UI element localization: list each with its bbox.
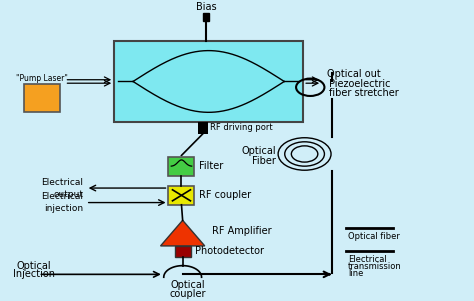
Text: Fiber: Fiber bbox=[252, 156, 276, 166]
Text: RF driving port: RF driving port bbox=[210, 123, 273, 132]
Text: RF Amplifier: RF Amplifier bbox=[212, 226, 272, 236]
Text: Photodetector: Photodetector bbox=[195, 247, 264, 256]
Bar bbox=[168, 186, 194, 205]
Text: Piezoelectric: Piezoelectric bbox=[329, 79, 391, 89]
Text: Optical out: Optical out bbox=[327, 69, 381, 79]
Polygon shape bbox=[161, 220, 205, 246]
Text: Optical: Optical bbox=[242, 146, 276, 156]
Bar bbox=[198, 122, 208, 134]
Text: RF coupler: RF coupler bbox=[199, 190, 251, 200]
Text: output: output bbox=[54, 190, 83, 199]
Text: injection: injection bbox=[44, 204, 83, 213]
Text: Injection: Injection bbox=[13, 269, 55, 279]
Text: Filter: Filter bbox=[199, 161, 223, 171]
Text: Optical: Optical bbox=[170, 280, 205, 290]
Text: coupler: coupler bbox=[169, 289, 206, 299]
Text: line: line bbox=[348, 269, 364, 278]
Text: Electrical: Electrical bbox=[41, 178, 83, 187]
Bar bbox=[168, 157, 194, 176]
Text: Optical: Optical bbox=[17, 262, 51, 272]
Bar bbox=[174, 246, 191, 257]
Bar bbox=[24, 84, 60, 112]
Text: Electrical: Electrical bbox=[348, 256, 387, 265]
Text: Electrical: Electrical bbox=[41, 192, 83, 201]
Text: transmission: transmission bbox=[348, 262, 402, 271]
Text: Optical fiber: Optical fiber bbox=[348, 232, 400, 241]
Text: "Pump Laser": "Pump Laser" bbox=[16, 74, 68, 83]
Bar bbox=[114, 41, 303, 122]
Text: Bias: Bias bbox=[196, 2, 217, 12]
Bar bbox=[203, 13, 209, 20]
Text: fiber stretcher: fiber stretcher bbox=[329, 88, 399, 98]
